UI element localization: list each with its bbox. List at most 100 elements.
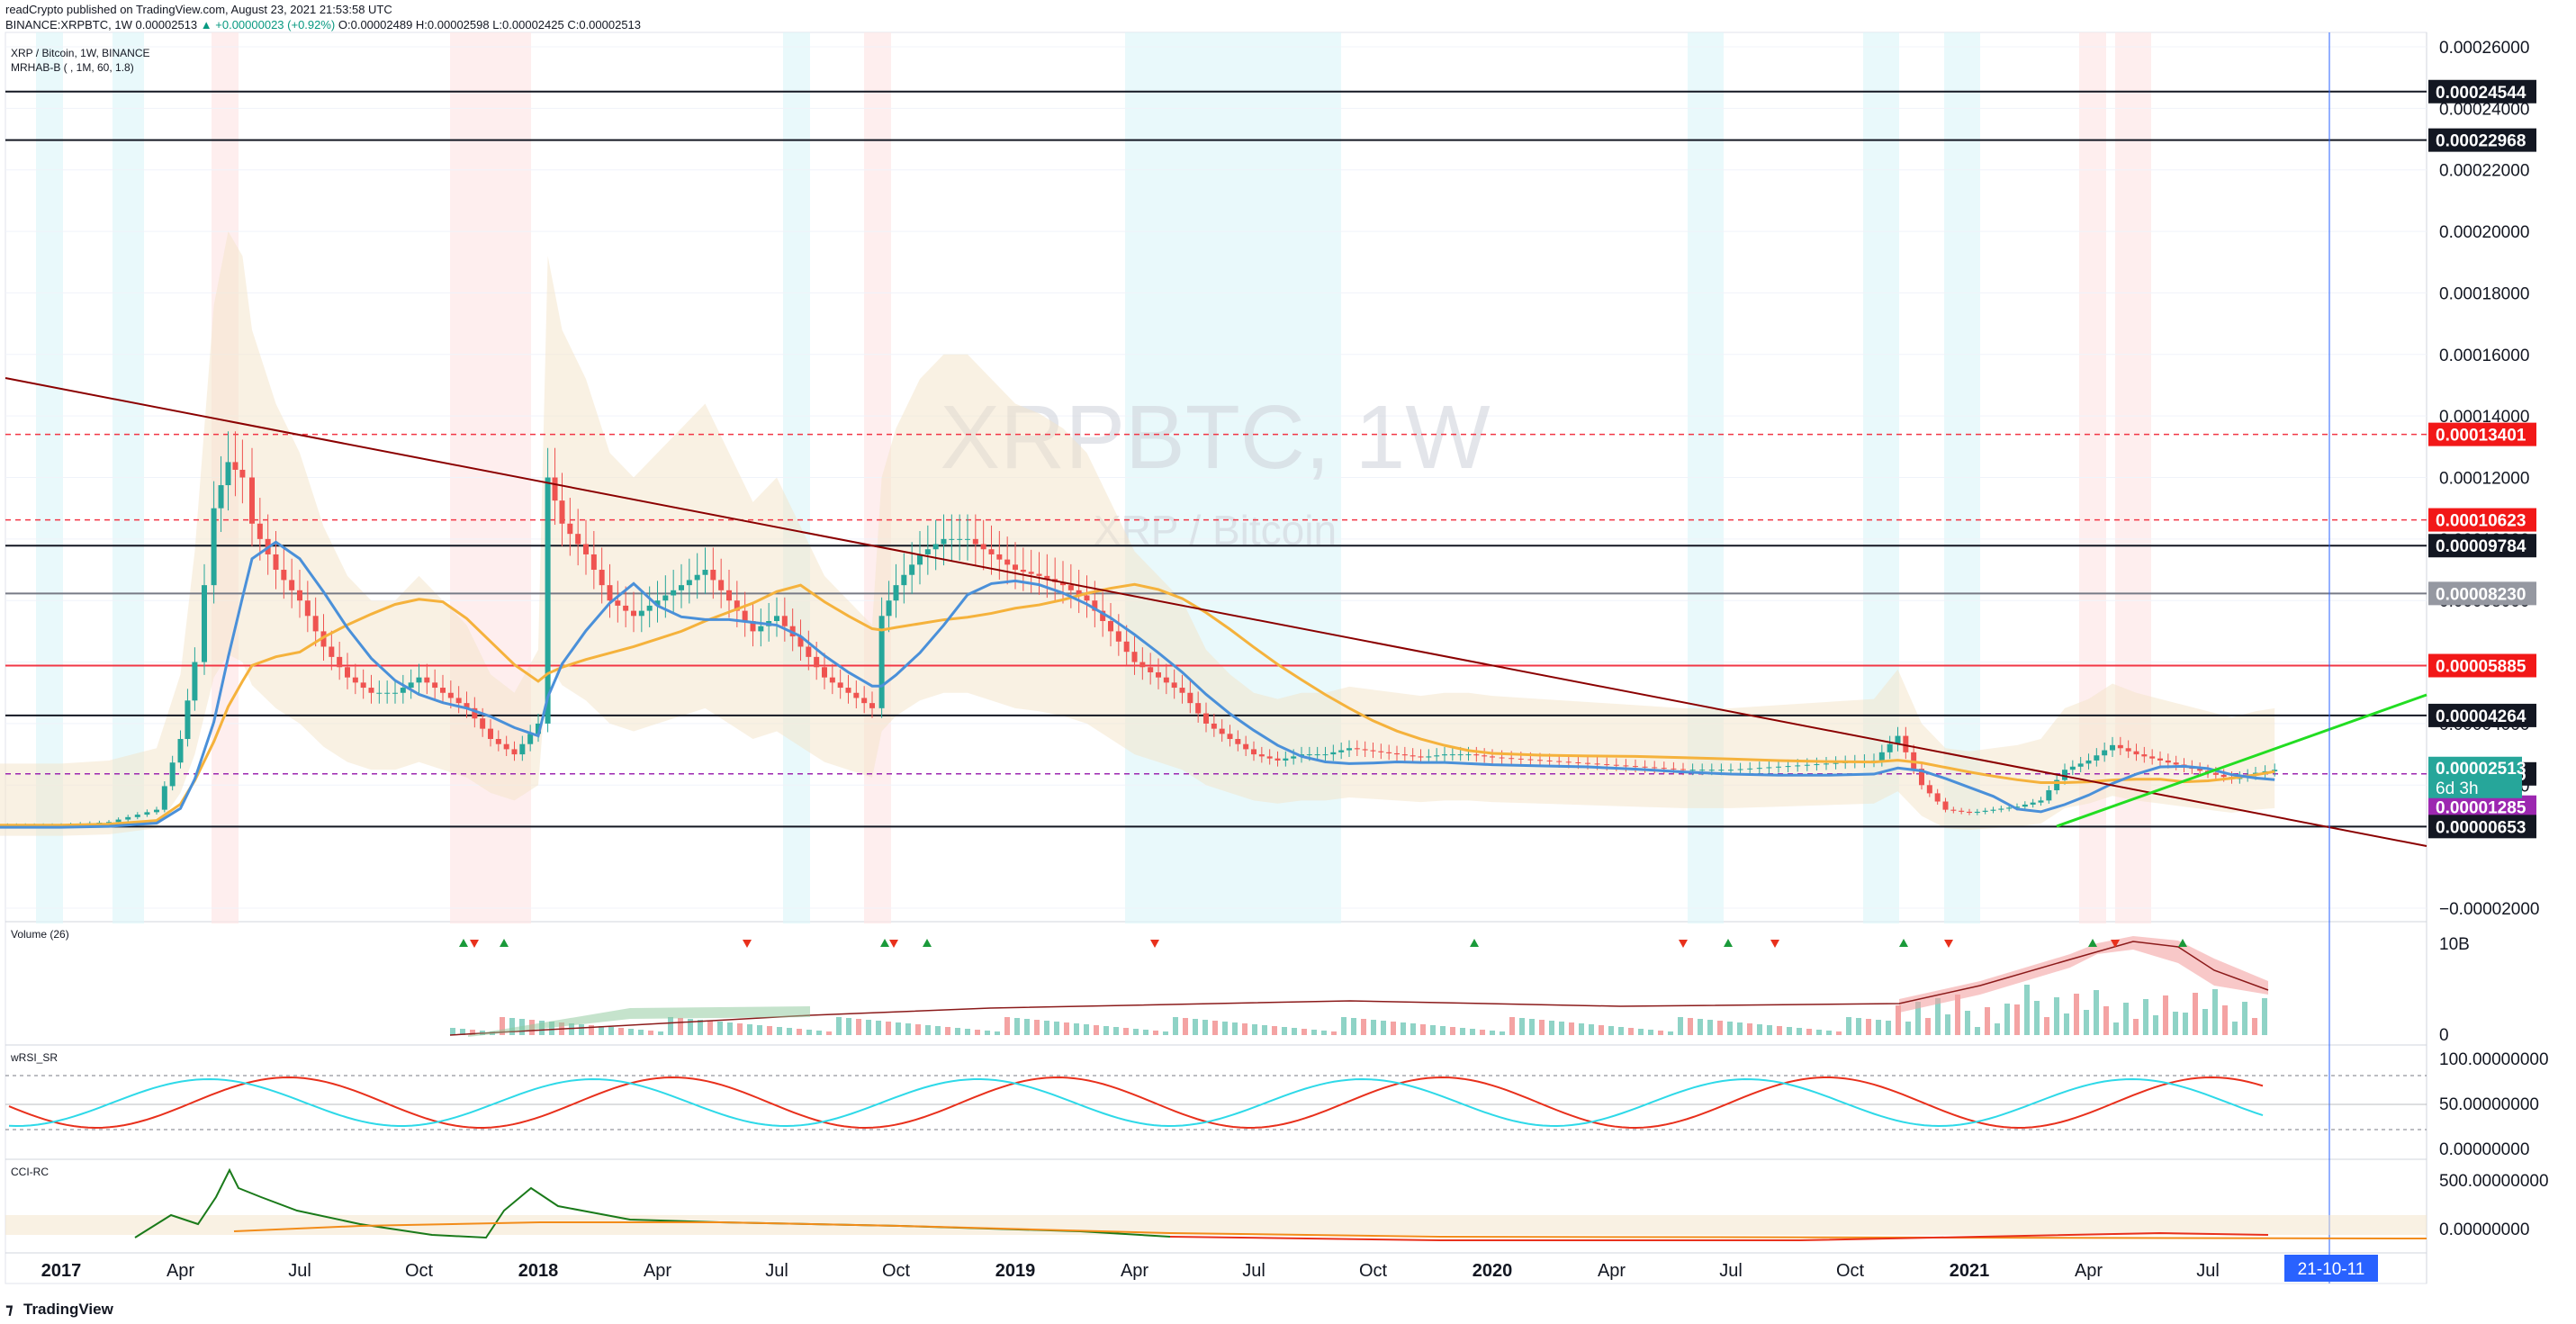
sell-signal-marker bbox=[470, 940, 479, 948]
candle-body bbox=[917, 554, 923, 565]
volume-bar bbox=[658, 1031, 663, 1035]
price-tick-label: 0.00012000 bbox=[2439, 470, 2529, 489]
volume-bar bbox=[1579, 1023, 1584, 1035]
candle-body bbox=[822, 667, 827, 678]
candle-body bbox=[886, 600, 892, 617]
volume-bar bbox=[1430, 1025, 1436, 1035]
volume-bar bbox=[1608, 1026, 1614, 1035]
candle-body bbox=[679, 585, 684, 590]
candle-body bbox=[869, 703, 875, 708]
candle-body bbox=[376, 692, 383, 694]
candle-body bbox=[106, 822, 112, 824]
buy-signal-marker bbox=[2088, 939, 2097, 947]
candle-body bbox=[161, 786, 167, 810]
volume-bar bbox=[1410, 1023, 1416, 1035]
candle-body bbox=[257, 523, 263, 539]
horizontal-levels bbox=[5, 90, 2427, 828]
main-pane-title[interactable]: XRP / Bitcoin, 1W, BINANCE bbox=[11, 47, 150, 59]
cci-pane-title[interactable]: CCI-RC bbox=[11, 1166, 49, 1178]
volume-bar bbox=[1084, 1024, 1089, 1035]
candle-body bbox=[495, 739, 501, 744]
candle-body bbox=[1330, 752, 1337, 755]
price-tick-label: −0.00002000 bbox=[2439, 900, 2539, 919]
tradingview-logo[interactable]: ⁊ TradingView bbox=[5, 1301, 113, 1318]
candle-body bbox=[972, 538, 978, 545]
candle-body bbox=[154, 809, 159, 813]
candle-body bbox=[1756, 768, 1762, 770]
price-level-label-box bbox=[2428, 703, 2536, 727]
time-axis-label: Jul bbox=[765, 1261, 788, 1281]
volume-bar bbox=[1480, 1030, 1485, 1035]
candle-body bbox=[924, 549, 931, 554]
candle-body bbox=[2077, 763, 2084, 767]
candle-body bbox=[527, 734, 534, 744]
volume-bar bbox=[866, 1020, 871, 1035]
candle-body bbox=[941, 538, 947, 545]
candle-body bbox=[2094, 755, 2100, 761]
candle-body bbox=[2125, 748, 2131, 752]
sell-signal-marker bbox=[1770, 940, 1779, 948]
candle-body bbox=[1426, 756, 1432, 758]
volume-bar bbox=[856, 1019, 861, 1035]
candle-body bbox=[1903, 735, 1909, 752]
volume-bar bbox=[1509, 1017, 1515, 1035]
indicator-title[interactable]: MRHAB-B ( , 1M, 60, 1.8) bbox=[11, 61, 134, 74]
price-level-label-box bbox=[2428, 581, 2536, 606]
volume-bar bbox=[2252, 1018, 2257, 1035]
candle-body bbox=[1623, 765, 1629, 767]
candle-body bbox=[368, 688, 374, 693]
candle-body bbox=[1766, 767, 1772, 769]
volume-bar bbox=[846, 1018, 851, 1035]
volume-bar bbox=[945, 1027, 950, 1035]
price-level-label-box bbox=[2428, 128, 2536, 152]
volume-bar bbox=[925, 1025, 931, 1035]
candle-body bbox=[2014, 806, 2020, 808]
time-axis-label: Oct bbox=[1359, 1261, 1388, 1281]
candle-body bbox=[1370, 750, 1376, 752]
volume-bar bbox=[747, 1024, 752, 1035]
candle-body bbox=[1926, 785, 1932, 794]
buy-signal-marker bbox=[923, 939, 932, 947]
volume-bar bbox=[826, 1031, 832, 1035]
volume-bar bbox=[1856, 1018, 1861, 1035]
candle-body bbox=[1108, 621, 1113, 632]
candle-body bbox=[1227, 734, 1233, 740]
volume-bar bbox=[1648, 1030, 1653, 1035]
candle-body bbox=[742, 610, 748, 621]
ascending-trendline[interactable] bbox=[2056, 693, 2427, 828]
descending-trendline[interactable] bbox=[5, 377, 2427, 847]
sell-signal-marker bbox=[1679, 940, 1688, 948]
volume-bar bbox=[1272, 1026, 1277, 1035]
candle-body bbox=[218, 485, 224, 509]
volume-pane-title[interactable]: Volume (26) bbox=[11, 928, 69, 941]
volume-bar bbox=[1836, 1031, 1842, 1035]
volume-bar bbox=[1500, 1031, 1505, 1035]
volume-bar bbox=[1806, 1029, 1812, 1035]
candle-body bbox=[1527, 759, 1534, 761]
volume-bar bbox=[2094, 990, 2099, 1035]
time-axis-label: 2019 bbox=[995, 1261, 1036, 1281]
candle-body bbox=[392, 692, 398, 694]
candle-body bbox=[545, 477, 551, 724]
volume-bar bbox=[1678, 1017, 1683, 1035]
rsi-pane-title[interactable]: wRSI_SR bbox=[11, 1051, 59, 1064]
volume-bar bbox=[2133, 1019, 2139, 1035]
price-tick-label: 0.00016000 bbox=[2439, 347, 2529, 365]
candle-body bbox=[320, 631, 327, 647]
price-level-label: 0.00013401 bbox=[2436, 427, 2526, 446]
candle-body bbox=[1661, 768, 1667, 770]
time-cursor-label: 21-10-11 bbox=[2298, 1260, 2365, 1279]
candle-body bbox=[1633, 766, 1638, 768]
volume-bar bbox=[1282, 1027, 1287, 1035]
volume-bar bbox=[1113, 1027, 1119, 1035]
volume-bar bbox=[2143, 999, 2148, 1035]
volume-bar bbox=[1054, 1022, 1059, 1035]
candle-body bbox=[607, 585, 613, 601]
volume-signal-markers bbox=[459, 939, 2187, 948]
candle-body bbox=[408, 682, 414, 689]
candle-body bbox=[1401, 754, 1408, 756]
candle-body bbox=[750, 621, 756, 632]
volume-bar bbox=[777, 1027, 782, 1035]
price-level-label-box bbox=[2428, 508, 2536, 532]
